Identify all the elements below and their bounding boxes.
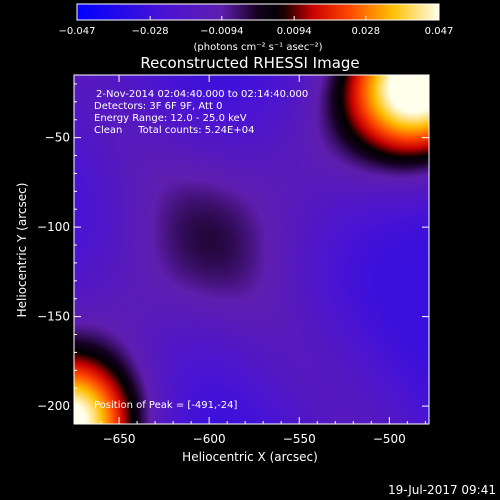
colorbar-tick-labels: −0.047 −0.028 −0.0094 0.0094 0.028 0.047 <box>58 26 453 37</box>
colorbar-units: (photons cm⁻² s⁻¹ asec⁻²) <box>193 42 322 53</box>
y-tick-label: −100 <box>37 220 70 234</box>
y-tick-label: −150 <box>37 310 70 324</box>
colorbar-tick-label: −0.0094 <box>200 26 243 37</box>
y-axis-tick-labels: −50 −100 −150 −200 <box>37 131 70 413</box>
y-axis-ticks <box>74 83 429 407</box>
plot-area: −650 −600 −550 −500 −50 −100 −150 −200 2-Nov-2… <box>37 74 430 446</box>
heatmap-image <box>74 75 429 424</box>
annotation-energy-range: Energy Range: 12.0 - 25.0 keV <box>94 113 247 124</box>
chart-title: Reconstructed RHESSI Image <box>140 54 359 72</box>
annotation-detectors: Detectors: 3F 6F 9F, Att 0 <box>94 101 222 112</box>
annotation-block: 2-Nov-2014 02:04:40.000 to 02:14:40.000 … <box>94 89 308 136</box>
x-axis-label: Heliocentric X (arcsec) <box>182 450 318 464</box>
y-tick-label: −200 <box>37 399 70 413</box>
x-axis-tick-labels: −650 −600 −550 −500 <box>103 432 406 446</box>
colorbar-ticks <box>76 16 440 20</box>
y-tick-label: −50 <box>45 131 70 145</box>
footer-date: 19-Jul-2017 09:41 <box>388 483 496 497</box>
colorbar-tick-label: −0.028 <box>132 26 169 37</box>
colorbar-frame <box>76 3 440 21</box>
colorbar-tick-label: −0.047 <box>58 26 95 37</box>
plot-frame <box>73 74 430 425</box>
colorbar-tick-label: 0.028 <box>352 26 381 37</box>
x-tick-label: −500 <box>373 432 406 446</box>
colorbar: −0.047 −0.028 −0.0094 0.0094 0.028 0.047 (pho… <box>58 3 453 53</box>
peak-position-label: Position of Peak = [-491,-24] <box>94 400 238 411</box>
x-tick-label: −550 <box>283 432 316 446</box>
colorbar-tick-label: 0.047 <box>425 26 454 37</box>
annotation-time-range: 2-Nov-2014 02:04:40.000 to 02:14:40.000 <box>96 89 308 100</box>
colorbar-tick-label: 0.0094 <box>277 26 312 37</box>
colorbar-gradient <box>77 4 439 20</box>
annotation-clean-counts: Clean Total counts: 5.24E+04 <box>94 125 254 136</box>
x-tick-label: −650 <box>103 432 136 446</box>
x-tick-label: −600 <box>193 432 226 446</box>
x-axis-ticks <box>82 75 426 424</box>
y-axis-label: Heliocentric Y (arcsec) <box>15 183 29 318</box>
